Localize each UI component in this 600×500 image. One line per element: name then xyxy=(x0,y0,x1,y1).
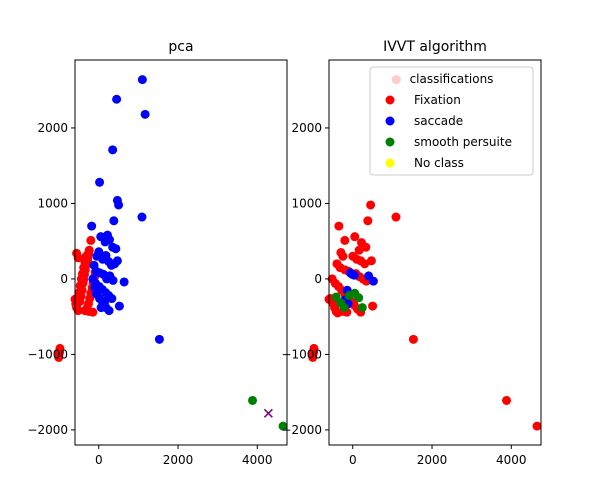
y-tick-label: 0 xyxy=(60,272,68,286)
data-point-series-3 xyxy=(331,292,341,302)
y-tick-label: 0 xyxy=(314,272,322,286)
y-tick-label: −2000 xyxy=(281,423,322,437)
chart-title: pca xyxy=(168,39,193,55)
data-point-series-1 xyxy=(338,251,348,261)
data-point-series-1 xyxy=(361,242,371,252)
data-point-series-2 xyxy=(137,212,147,222)
legend-entry: No class xyxy=(385,156,464,170)
y-tick-label: 2000 xyxy=(291,121,322,135)
data-point-series-1 xyxy=(363,216,373,226)
data-points xyxy=(54,75,288,431)
x-tick-label: 2000 xyxy=(163,453,194,467)
data-point-series-3 xyxy=(339,303,349,313)
data-point-series-1 xyxy=(391,212,401,222)
data-point-series-1 xyxy=(408,334,418,344)
data-point-series-1 xyxy=(368,301,378,311)
data-point-series-3 xyxy=(354,293,364,303)
data-point-series-2 xyxy=(140,109,150,119)
data-point-series-1 xyxy=(54,349,64,359)
legend-box xyxy=(369,66,534,176)
data-point-series-2 xyxy=(368,276,378,286)
data-point-series-1 xyxy=(354,245,364,255)
legend-marker xyxy=(385,95,395,105)
x-tick-label: 0 xyxy=(349,453,357,467)
data-point-series-1 xyxy=(73,253,83,263)
data-point-series-2 xyxy=(114,301,124,311)
data-point-series-1 xyxy=(360,259,370,269)
data-point-series-2 xyxy=(111,244,121,254)
data-point-series-2 xyxy=(137,75,147,85)
legend-label: No class xyxy=(414,156,464,170)
data-point-series-2 xyxy=(108,145,118,155)
data-point-series-2 xyxy=(119,277,129,287)
data-point-series-1 xyxy=(350,232,360,242)
data-point-marker-x xyxy=(263,408,273,418)
x-tick-label: 2000 xyxy=(417,453,448,467)
legend-entry: smooth persuite xyxy=(385,135,512,149)
data-point-series-1 xyxy=(502,395,512,405)
data-point-series-2 xyxy=(87,221,97,231)
data-point-series-1 xyxy=(74,288,84,298)
data-point-series-1 xyxy=(366,256,376,266)
data-point-series-2 xyxy=(112,94,122,104)
data-point-series-3 xyxy=(344,291,354,301)
data-point-series-2 xyxy=(112,256,122,266)
data-point-series-2 xyxy=(154,334,164,344)
legend-entry: Fixation xyxy=(385,93,461,107)
chart-title: IVVT algorithm xyxy=(383,39,487,55)
data-point-series-1 xyxy=(73,306,83,316)
y-tick-label: −1000 xyxy=(27,347,68,361)
y-tick-label: 1000 xyxy=(37,196,68,210)
data-point-series-2 xyxy=(95,177,105,187)
y-tick-label: 1000 xyxy=(291,196,322,210)
plot-frame xyxy=(328,59,542,446)
legend-marker xyxy=(385,137,395,147)
data-point-series-1 xyxy=(532,421,542,431)
data-point-series-1 xyxy=(366,200,376,210)
data-point-series-1 xyxy=(86,235,96,245)
legend-marker xyxy=(385,116,395,126)
legend-entry: saccade xyxy=(385,114,463,128)
y-tick-label: 2000 xyxy=(37,121,68,135)
subplot-2: IVVT algorithm 0 2000 4000 −2000 −1000 0 1000 20… xyxy=(281,39,542,467)
legend-label: saccade xyxy=(414,114,463,128)
data-point-series-2 xyxy=(349,270,359,280)
data-point-series-3 xyxy=(278,421,288,431)
legend-label: Fixation xyxy=(414,93,461,107)
data-point-series-1 xyxy=(75,281,85,291)
data-point-series-1 xyxy=(334,221,344,231)
data-point-series-3 xyxy=(248,395,258,405)
data-point-series-2 xyxy=(104,235,114,245)
legend: classifications Fixation saccade smooth per… xyxy=(369,66,534,176)
x-tick-label: 4000 xyxy=(242,453,273,467)
data-point-series-2 xyxy=(104,306,114,316)
data-point-series-2 xyxy=(109,216,119,226)
data-point-series-2 xyxy=(96,303,106,313)
x-tick-label: 0 xyxy=(95,453,103,467)
data-points xyxy=(308,75,542,431)
data-point-series-1 xyxy=(80,306,90,316)
data-point-series-1 xyxy=(340,235,350,245)
data-point-series-2 xyxy=(114,200,124,210)
data-point-series-1 xyxy=(308,349,318,359)
legend-marker xyxy=(385,158,395,168)
data-point-series-2 xyxy=(108,275,118,285)
x-tick-label: 4000 xyxy=(496,453,527,467)
y-tick-label: −1000 xyxy=(281,347,322,361)
data-point-series-1 xyxy=(88,307,98,317)
data-point-series-2 xyxy=(90,283,100,293)
plot-frame xyxy=(74,59,288,446)
subplot-1: pca 0 2000 4000 −2000 −1000 0 1000 2000 xyxy=(27,39,288,467)
data-point-series-1 xyxy=(83,255,93,265)
data-point-series-2 xyxy=(107,294,117,304)
legend-label: smooth persuite xyxy=(414,135,512,149)
y-tick-label: −2000 xyxy=(27,423,68,437)
data-point-series-3 xyxy=(357,303,367,313)
legend-title: classifications xyxy=(410,72,494,86)
